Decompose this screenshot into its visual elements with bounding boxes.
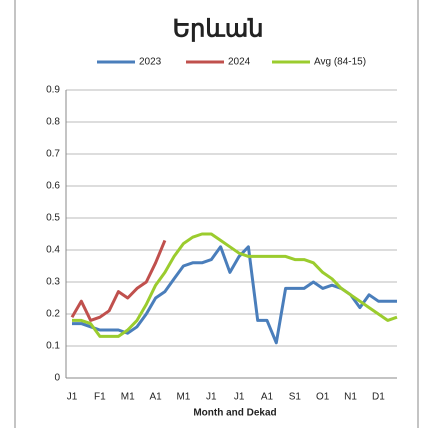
x-tick-label: J1 bbox=[206, 392, 217, 403]
x-tick-label: J1 bbox=[67, 392, 78, 403]
y-tick-label: 0.6 bbox=[46, 181, 60, 192]
y-tick-label: 0.3 bbox=[46, 277, 60, 288]
y-tick-label: 0.5 bbox=[46, 213, 60, 224]
y-tick-label: 0.4 bbox=[46, 245, 60, 256]
y-tick-label: 0.1 bbox=[46, 341, 60, 352]
y-tick-label: 0.7 bbox=[46, 149, 60, 160]
legend-label: Avg (84-15) bbox=[314, 57, 366, 68]
x-axis-label: Month and Dekad bbox=[193, 408, 276, 419]
y-tick-label: 0.9 bbox=[46, 85, 60, 96]
x-tick-label: A1 bbox=[149, 392, 162, 403]
legend-label: 2023 bbox=[139, 57, 162, 68]
x-tick-label: M1 bbox=[176, 392, 190, 403]
series-line bbox=[70, 239, 167, 322]
x-tick-label: M1 bbox=[121, 392, 135, 403]
x-tick-label: O1 bbox=[316, 392, 330, 403]
y-tick-label: 0.2 bbox=[46, 309, 60, 320]
y-tick-label: 0 bbox=[54, 373, 60, 384]
series-line bbox=[72, 232, 398, 338]
y-tick-label: 0.8 bbox=[46, 117, 60, 128]
x-tick-label: D1 bbox=[372, 392, 385, 403]
x-tick-label: A1 bbox=[261, 392, 274, 403]
x-tick-label: S1 bbox=[289, 392, 302, 403]
x-tick-label: F1 bbox=[94, 392, 106, 403]
chart-title: Երևան bbox=[173, 15, 264, 42]
x-tick-label: N1 bbox=[344, 392, 357, 403]
legend-label: 2024 bbox=[228, 57, 251, 68]
x-tick-label: J1 bbox=[234, 392, 245, 403]
